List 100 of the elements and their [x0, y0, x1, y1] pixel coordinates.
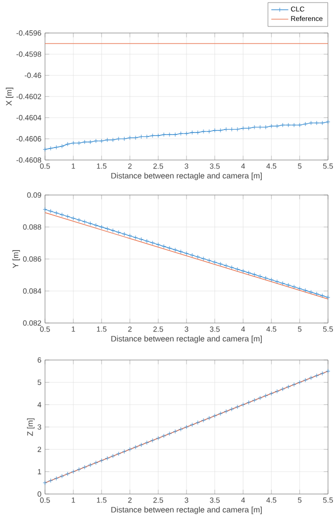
point — [263, 393, 268, 398]
point — [190, 130, 194, 135]
point — [263, 124, 268, 130]
point — [196, 130, 200, 135]
point — [122, 232, 126, 236]
point — [196, 254, 200, 260]
point — [167, 132, 172, 137]
point — [274, 124, 280, 128]
point — [150, 240, 155, 246]
point — [297, 122, 302, 128]
point — [138, 442, 144, 448]
point — [178, 249, 184, 254]
point — [252, 124, 257, 130]
point — [99, 138, 104, 144]
point — [286, 384, 291, 390]
point — [110, 228, 116, 233]
point — [172, 429, 178, 434]
point — [94, 138, 98, 144]
point — [110, 454, 116, 458]
point — [224, 409, 228, 414]
point — [258, 274, 262, 279]
point — [224, 263, 228, 268]
point — [297, 380, 302, 385]
point — [218, 411, 223, 416]
point — [206, 258, 212, 263]
point — [292, 284, 296, 290]
point — [116, 230, 121, 235]
point — [297, 286, 302, 291]
point — [105, 138, 110, 142]
point — [230, 127, 234, 132]
point — [201, 418, 206, 423]
point — [292, 382, 296, 387]
point — [88, 140, 93, 144]
point — [156, 242, 160, 247]
point — [269, 278, 274, 282]
point — [54, 145, 59, 150]
point — [65, 472, 70, 476]
point — [88, 462, 93, 468]
point — [48, 478, 53, 483]
point — [172, 248, 178, 252]
point — [54, 210, 59, 216]
point — [212, 260, 218, 264]
point — [133, 444, 138, 450]
point — [54, 476, 59, 481]
point — [138, 237, 144, 242]
point — [184, 131, 189, 136]
point — [82, 219, 87, 224]
point — [314, 373, 319, 378]
point — [201, 256, 206, 261]
point — [65, 142, 70, 146]
point — [138, 134, 144, 139]
point — [280, 281, 285, 286]
point — [110, 138, 116, 142]
point — [303, 378, 308, 382]
point — [303, 122, 308, 126]
point — [320, 120, 325, 126]
point — [144, 238, 150, 244]
point — [235, 266, 240, 272]
point — [82, 464, 87, 470]
point — [60, 144, 64, 148]
point — [133, 235, 138, 240]
point — [252, 272, 257, 277]
point — [206, 416, 212, 420]
point — [190, 252, 194, 258]
point — [280, 122, 285, 128]
point — [48, 208, 53, 214]
point — [286, 122, 291, 128]
point — [274, 389, 280, 394]
point — [128, 234, 132, 238]
point — [162, 434, 166, 438]
point — [280, 386, 285, 392]
point — [206, 129, 212, 134]
point — [150, 438, 155, 443]
point — [224, 127, 228, 132]
point — [292, 122, 296, 128]
point — [144, 134, 150, 139]
point — [116, 452, 121, 456]
point — [235, 127, 240, 132]
point — [48, 146, 53, 151]
point — [274, 279, 280, 284]
point — [60, 474, 64, 478]
point — [88, 221, 93, 226]
point — [71, 140, 76, 146]
point — [212, 414, 218, 418]
point — [320, 371, 325, 376]
point — [60, 212, 64, 217]
point — [230, 406, 234, 412]
point — [94, 222, 98, 228]
point — [201, 129, 206, 134]
point — [269, 391, 274, 396]
point — [162, 244, 166, 249]
point — [235, 404, 240, 410]
point — [65, 214, 70, 219]
point — [172, 132, 178, 137]
point — [105, 456, 110, 461]
point — [190, 422, 194, 428]
point — [240, 402, 246, 407]
point — [314, 120, 319, 126]
point — [308, 290, 314, 294]
point — [184, 424, 189, 430]
